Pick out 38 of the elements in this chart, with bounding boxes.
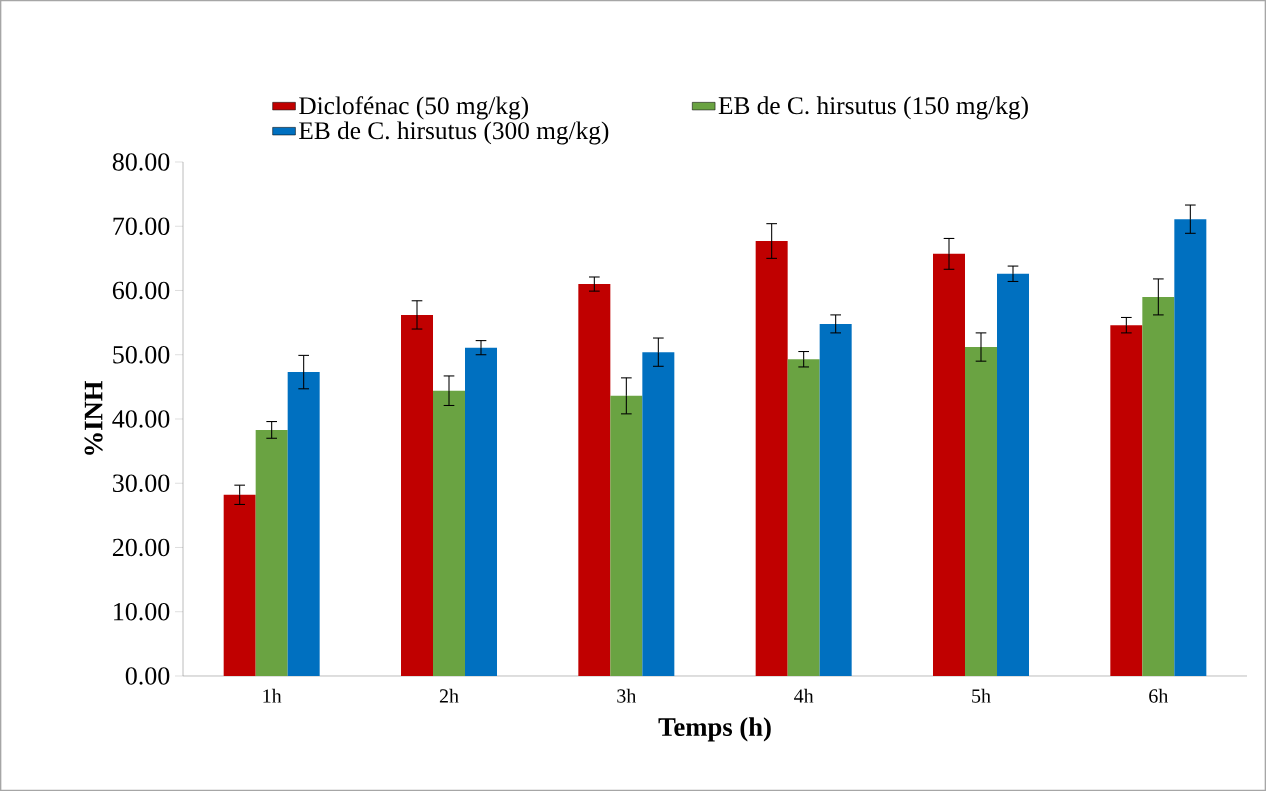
- x-tick-label: 5h: [972, 688, 991, 703]
- bar: [401, 314, 434, 676]
- bar: [997, 273, 1029, 676]
- bar: [255, 429, 288, 676]
- bar: [933, 253, 965, 676]
- x-tick-label: 6h: [1149, 688, 1169, 703]
- y-tick-label: 30.00: [113, 474, 170, 493]
- bar: [787, 359, 820, 676]
- bar: [465, 347, 498, 676]
- bar: [819, 323, 852, 676]
- bar: [1174, 219, 1207, 676]
- legend-label: Diclofénac (50 mg/kg): [299, 96, 528, 120]
- legend-label: EB de C. hirsutus (300 mg/kg): [299, 121, 609, 145]
- x-tick-label: 1h: [263, 688, 282, 703]
- y-tick-label: 70.00: [113, 217, 170, 236]
- bar: [433, 390, 466, 676]
- bar: [610, 395, 643, 676]
- bar: [755, 241, 788, 676]
- bar: [1110, 325, 1143, 676]
- y-axis-title: %INH: [84, 380, 103, 455]
- bar: [223, 494, 256, 676]
- bar: [578, 284, 611, 676]
- x-axis-title: Temps (h): [658, 717, 771, 742]
- x-tick-label: 4h: [794, 688, 814, 703]
- y-tick-label: 80.00: [112, 153, 170, 171]
- x-tick-label: 3h: [617, 688, 637, 703]
- y-tick-label: 0.00: [125, 667, 170, 685]
- bar: [642, 352, 675, 676]
- y-tick-label: 50.00: [113, 345, 170, 364]
- bar: [287, 372, 320, 676]
- bar: [1142, 296, 1175, 676]
- y-tick-label: 60.00: [112, 281, 170, 300]
- y-tick-label: 40.00: [112, 410, 170, 428]
- x-tick-label: 2h: [439, 688, 459, 703]
- y-tick-label: 20.00: [112, 538, 170, 557]
- y-tick-label: 10.00: [114, 602, 170, 621]
- legend-label: EB de C. hirsutus (150 mg/kg): [718, 96, 1028, 120]
- bar: [965, 347, 997, 676]
